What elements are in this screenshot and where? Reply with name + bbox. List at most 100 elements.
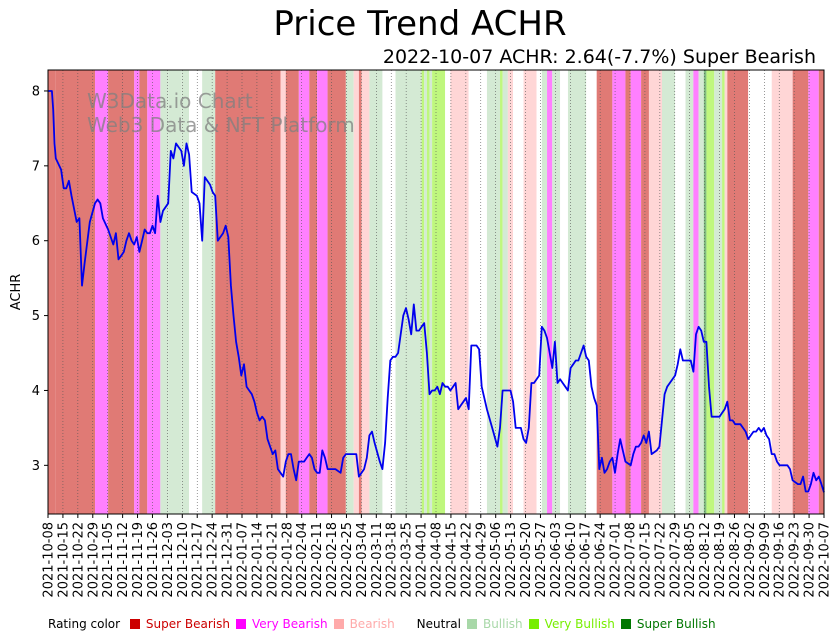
x-tick-label: 2022-07-08 [624, 522, 639, 598]
x-tick-label: 2022-01-07 [236, 522, 251, 598]
rating-band-15 [298, 70, 310, 514]
rating-band-3 [108, 70, 135, 514]
legend-item: Very Bullish [528, 617, 615, 631]
y-tick-label: 3 [32, 459, 40, 474]
watermark-line: W3Data.io Chart [87, 89, 253, 113]
legend-item-label: Very Bearish [251, 617, 328, 631]
legend-item: Super Bullish [620, 617, 716, 631]
rating-band-24 [382, 70, 396, 514]
legend-swatch [129, 619, 140, 629]
x-tick-label: 2022-09-02 [743, 522, 758, 598]
rating-band-41 [541, 70, 548, 514]
x-tick-label: 2022-05-20 [519, 522, 534, 598]
legend-item-label: Bearish [349, 617, 395, 631]
rating-band-50 [630, 70, 642, 514]
x-tick-label: 2021-11-19 [131, 522, 146, 598]
legend-swatch [528, 619, 539, 629]
x-tick-label: 2022-08-12 [698, 522, 713, 598]
x-tick-label: 2022-09-09 [758, 522, 773, 598]
x-tick-label: 2022-04-29 [474, 522, 489, 598]
rating-band-30 [432, 70, 446, 514]
x-tick-label: 2021-11-05 [101, 522, 116, 598]
rating-band-16 [309, 70, 318, 514]
rating-band-27 [424, 70, 427, 514]
x-tick-label: 2021-12-31 [221, 522, 236, 598]
rating-band-10 [189, 70, 203, 514]
legend-swatch [333, 619, 344, 629]
rating-band-67 [792, 70, 809, 514]
y-tick-label: 4 [32, 384, 40, 399]
rating-band-13 [280, 70, 286, 514]
x-tick-label: 2022-08-05 [683, 522, 698, 598]
watermark-line: Web3 Data & NFT Platform [87, 113, 355, 137]
rating-band-38 [513, 70, 524, 514]
rating-band-54 [675, 70, 686, 514]
x-tick-label: 2022-02-04 [295, 522, 310, 598]
x-tick-label: 2021-12-10 [176, 522, 191, 598]
rating-band-62 [724, 70, 728, 514]
x-tick-label: 2021-11-26 [146, 522, 161, 598]
x-tick-label: 2022-03-25 [400, 522, 415, 598]
x-tick-label: 2021-10-08 [42, 522, 57, 598]
price-series [48, 90, 825, 493]
rating-band-56 [693, 70, 699, 514]
vertical-gridlines [47, 70, 825, 514]
rating-band-26 [421, 70, 425, 514]
x-tick-label: 2022-08-26 [728, 522, 743, 598]
rating-band-60 [714, 70, 723, 514]
x-tick-label: 2022-05-06 [489, 522, 504, 598]
rating-band-57 [698, 70, 704, 514]
legend-item-label: Very Bullish [544, 617, 615, 631]
x-tick-label: 2021-12-24 [206, 522, 221, 598]
rating-band-58 [703, 70, 707, 514]
rating-band-43 [552, 70, 561, 514]
rating-band-18 [327, 70, 346, 514]
rating-band-40 [536, 70, 542, 514]
x-tick-label: 2022-05-27 [534, 522, 549, 598]
rating-band-7 [160, 70, 169, 514]
rating-band-9 [181, 70, 190, 514]
rating-band-46 [586, 70, 597, 514]
rating-band-49 [625, 70, 631, 514]
x-tick-label: 2022-02-25 [340, 522, 355, 598]
y-tick-label: 5 [32, 309, 40, 324]
y-tick-label: 6 [32, 234, 40, 249]
rating-band-52 [648, 70, 663, 514]
legend-swatch [466, 619, 477, 629]
legend-label: Rating color [48, 617, 121, 631]
x-tick-label: 2022-03-18 [385, 522, 400, 598]
legend-swatch [235, 619, 246, 629]
x-tick-label: 2022-06-10 [564, 522, 579, 598]
x-tick-label: 2021-10-29 [86, 522, 101, 598]
x-tick-label: 2022-07-15 [638, 522, 653, 598]
rating-band-20 [353, 70, 359, 514]
x-tick-label: 2021-12-03 [161, 522, 176, 598]
rating-band-53 [662, 70, 676, 514]
y-axis-label: ACHR [9, 274, 24, 311]
x-tick-label: 2022-04-15 [444, 522, 459, 598]
rating-band-28 [426, 70, 430, 514]
x-tick-label: 2022-06-24 [594, 522, 609, 598]
rating-band-25 [395, 70, 422, 514]
x-tick-label: 2022-07-01 [609, 522, 624, 598]
x-tick-label: 2022-07-29 [668, 522, 683, 598]
x-tick-label: 2021-10-15 [56, 522, 71, 598]
legend-item: Bullish [466, 617, 523, 631]
rating-band-64 [748, 70, 762, 514]
rating-band-6 [147, 70, 161, 514]
rating-band-48 [612, 70, 626, 514]
rating-bands [48, 70, 824, 514]
x-tick-label: 2022-01-14 [250, 522, 265, 598]
rating-legend: Rating color Super Bearish Very Bearish Be… [48, 617, 728, 631]
rating-band-19 [345, 70, 354, 514]
y-tick-label: 7 [32, 159, 40, 174]
x-tick-label: 2022-04-22 [459, 522, 474, 598]
rating-band-17 [317, 70, 328, 514]
legend-item-label: Super Bearish [145, 617, 230, 631]
legend-swatch [400, 619, 411, 629]
x-tick-label: 2021-12-17 [191, 522, 206, 598]
rating-band-29 [429, 70, 433, 514]
y-tick-label: 8 [32, 84, 40, 99]
x-tick-label: 2022-02-18 [325, 522, 340, 598]
